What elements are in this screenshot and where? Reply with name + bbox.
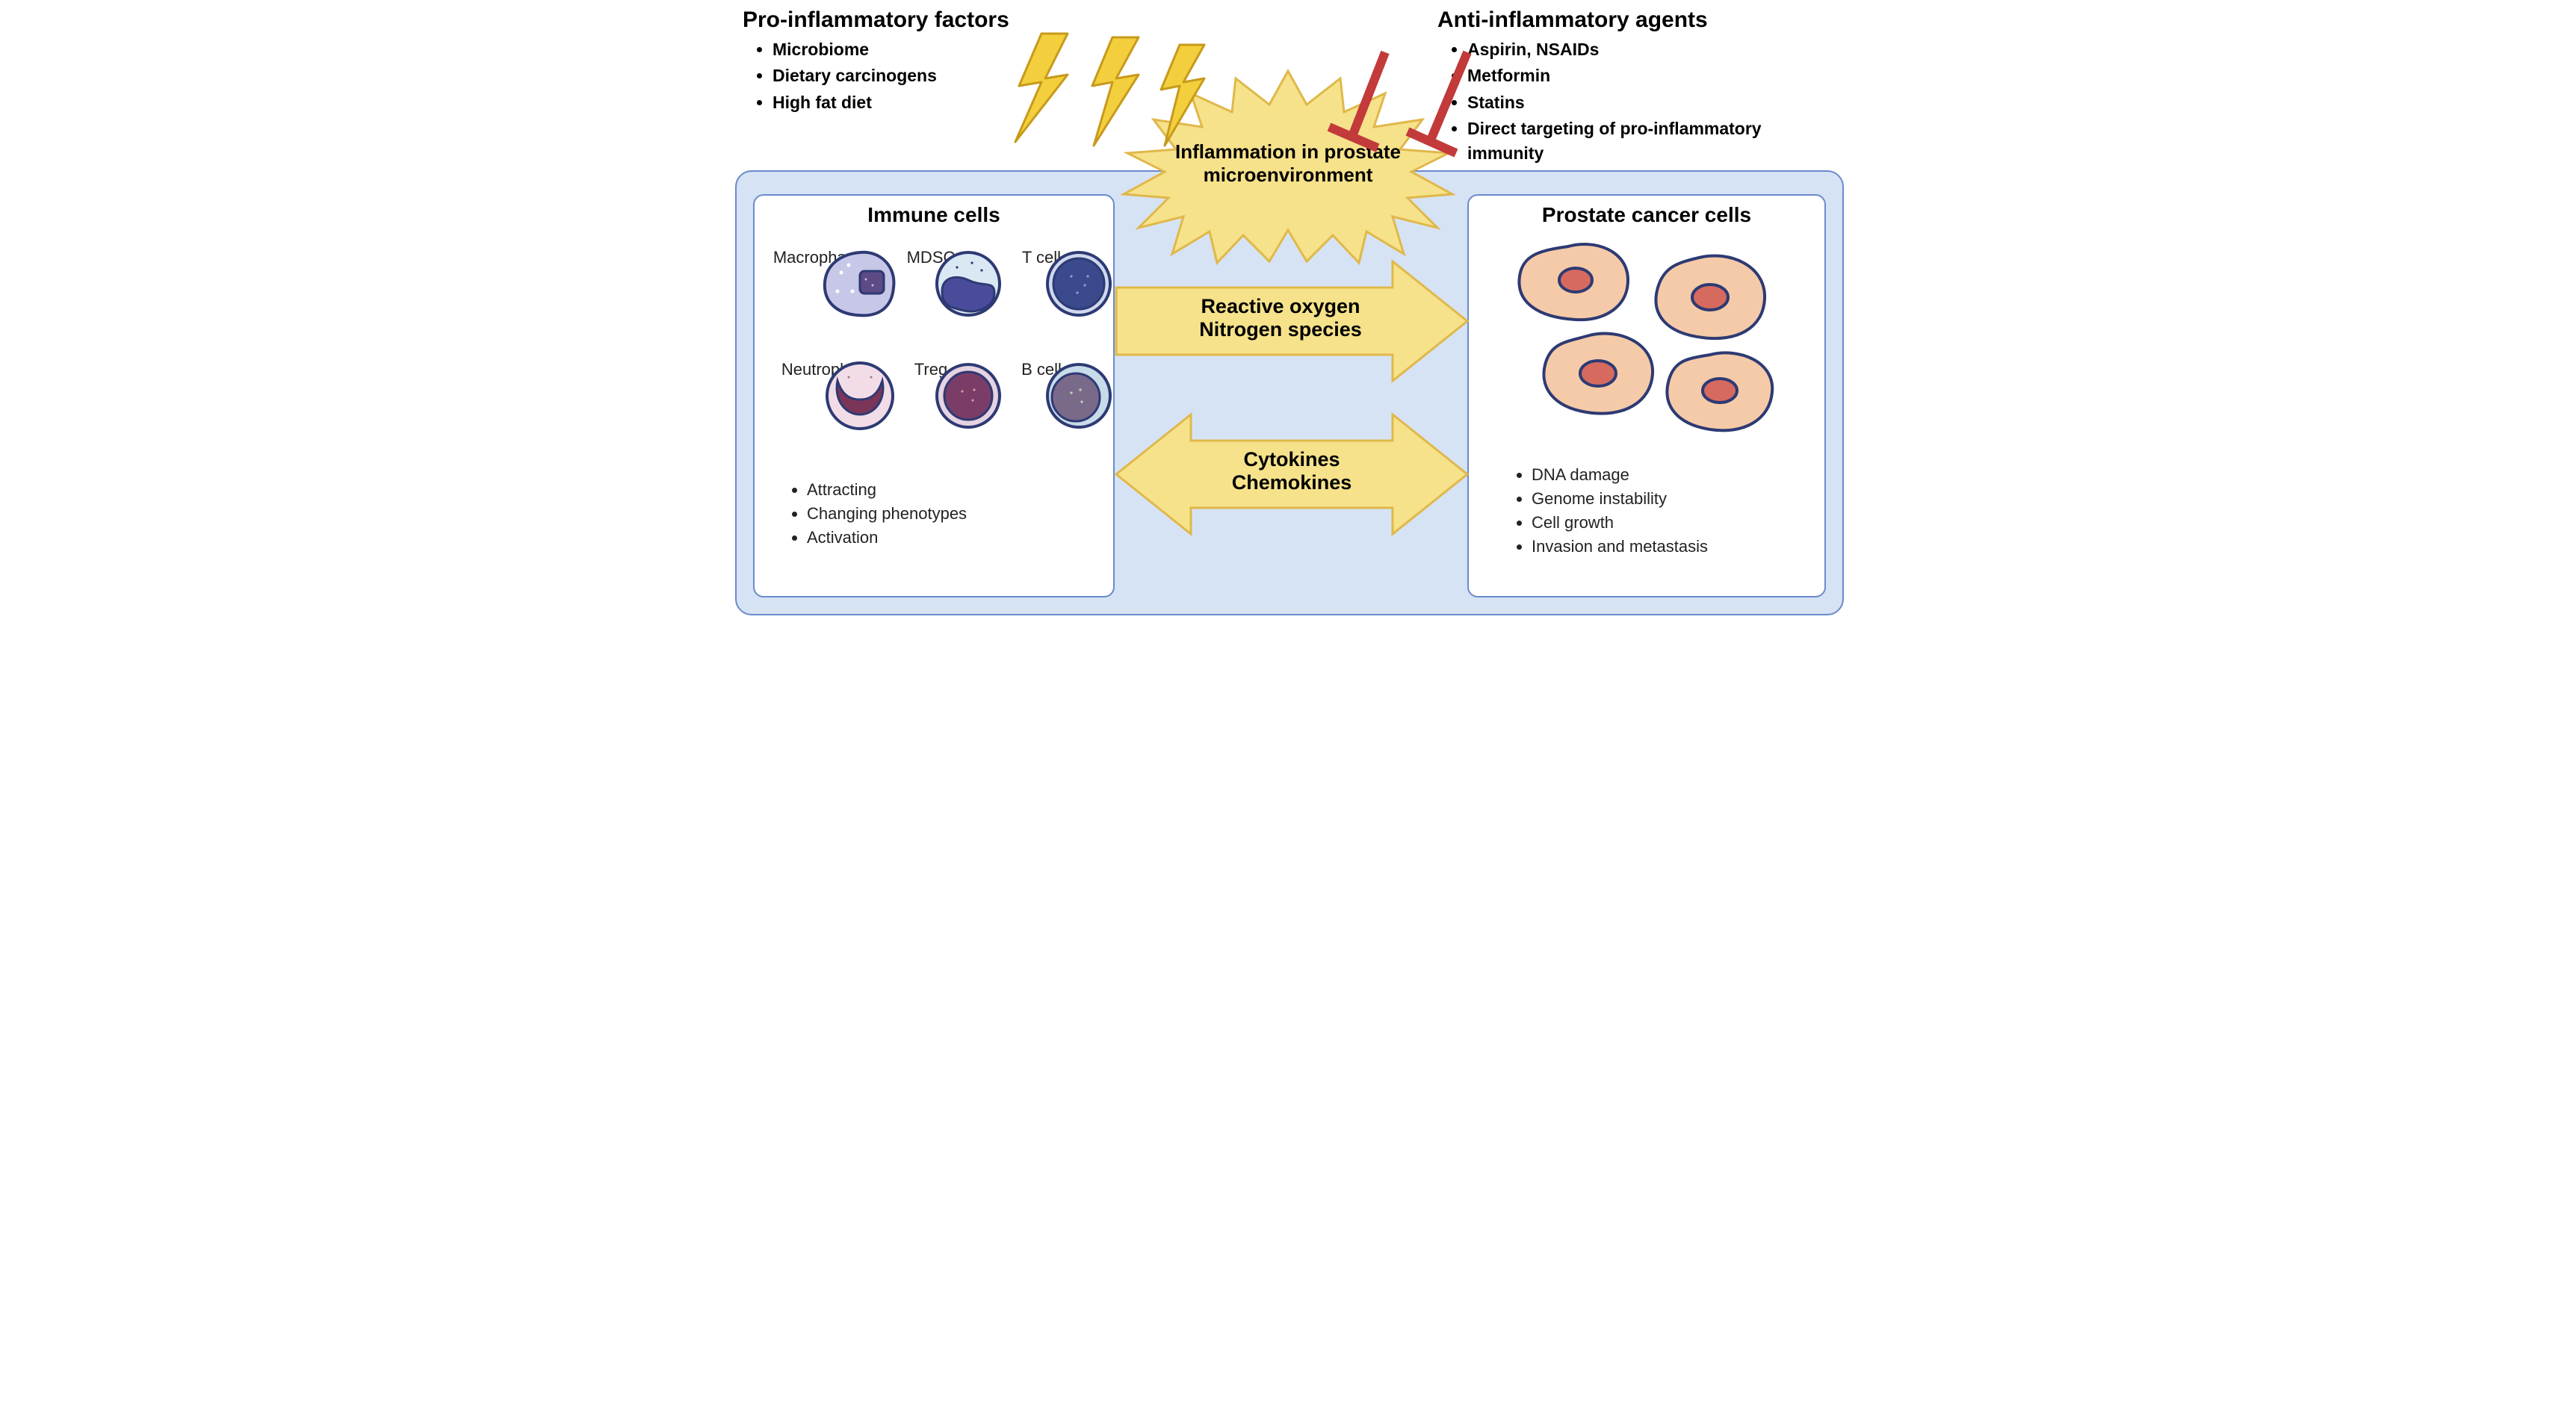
- arrow-double-icon: [1116, 414, 1467, 534]
- cancer-effects: DNA damage Genome instability Cell growt…: [1512, 463, 1811, 559]
- anti-list: Aspirin, NSAIDs Metformin Statins Direct…: [1467, 37, 1833, 167]
- treg-cell: Treg: [886, 358, 976, 379]
- pro-title: Pro-inflammatory factors: [743, 7, 1101, 33]
- cancer-effect-item: Genome instability: [1532, 487, 1811, 511]
- anti-item: Direct targeting of pro-inflammatory imm…: [1467, 117, 1833, 167]
- immune-action-item: Activation: [807, 526, 1086, 550]
- anti-item: Aspirin, NSAIDs: [1467, 37, 1833, 62]
- cancer-effect-item: Invasion and metastasis: [1532, 535, 1811, 559]
- bcell-cell: B cell: [997, 358, 1086, 379]
- anti-item: Statins: [1467, 90, 1833, 115]
- tcell-cell: T cell: [997, 246, 1086, 267]
- diagram-stage: Pro-inflammatory factors Microbiome Diet…: [720, 0, 1856, 626]
- neutrophil-cell: Neutrophil: [767, 358, 871, 379]
- immune-action-item: Changing phenotypes: [807, 502, 1086, 526]
- starburst-line2: microenvironment: [1204, 164, 1373, 186]
- immune-action-item: Attracting: [807, 478, 1086, 502]
- cancer-panel-title: Prostate cancer cells: [1469, 203, 1824, 227]
- lightning-bolts-icon: [1012, 34, 1206, 168]
- cancer-effect-item: Cell growth: [1532, 511, 1811, 535]
- macrophage-cell: Macrophage: [767, 246, 871, 267]
- arrow-right-icon: [1116, 261, 1467, 381]
- mdsc-cell: MDSC: [886, 246, 976, 267]
- cancer-cells-icon: [1497, 232, 1796, 448]
- mdsc-icon: [931, 246, 1006, 321]
- immune-actions: Attracting Changing phenotypes Activatio…: [787, 478, 1086, 550]
- anti-item: Metformin: [1467, 63, 1833, 88]
- inhibitor-bars-icon: [1340, 52, 1505, 164]
- cancer-effect-item: DNA damage: [1532, 463, 1811, 487]
- anti-title: Anti-inflammatory agents: [1437, 7, 1833, 33]
- tcell-icon: [1041, 246, 1116, 321]
- treg-icon: [931, 358, 1006, 433]
- bcell-icon: [1041, 358, 1116, 433]
- immune-panel-title: Immune cells: [755, 203, 1113, 227]
